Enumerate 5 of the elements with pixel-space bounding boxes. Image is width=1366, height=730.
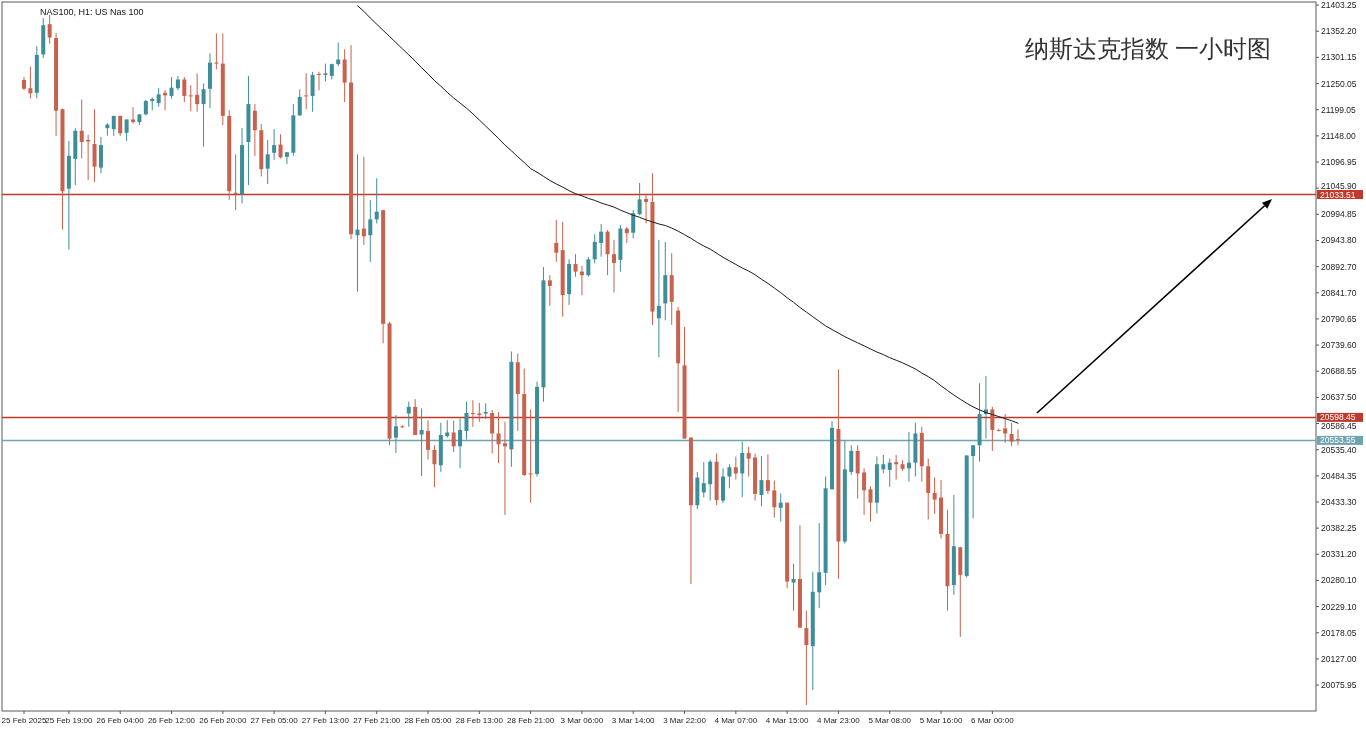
ref-line-label: 21033.51 bbox=[1320, 189, 1356, 200]
subtitle: NAS100, H1: US Nas 100 bbox=[40, 7, 144, 17]
ref-line-label: 20598.45 bbox=[1320, 412, 1356, 423]
title: 纳斯达克指数 一小时图 bbox=[1024, 34, 1272, 62]
ref-line-label: 20553.55 bbox=[1320, 435, 1356, 446]
